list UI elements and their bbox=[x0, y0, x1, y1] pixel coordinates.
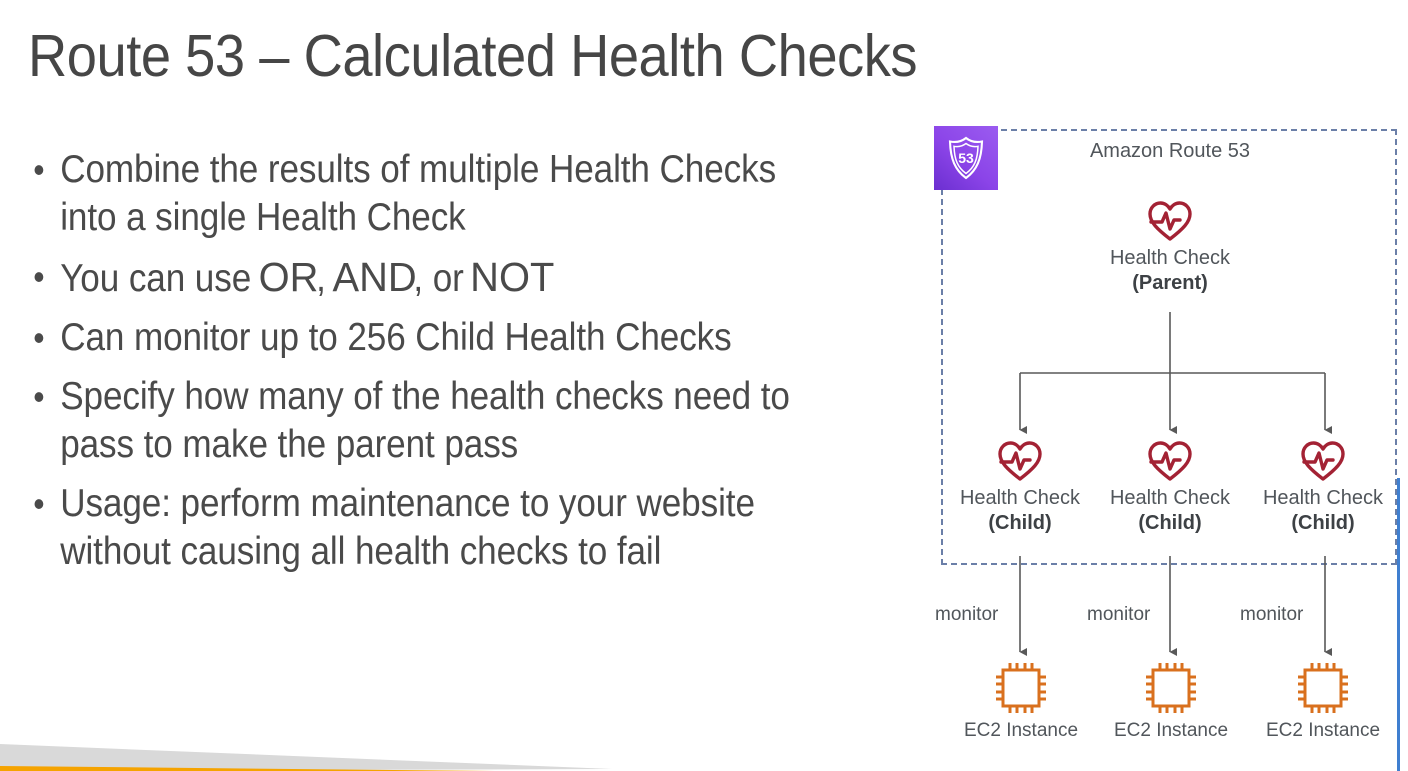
text-run: Can monitor up to 256 Child Health Check… bbox=[60, 316, 732, 359]
boundary-label: Amazon Route 53 bbox=[1089, 140, 1251, 162]
list-item-text: Usage: perform maintenance to your websi… bbox=[60, 480, 827, 576]
text-run: , or bbox=[413, 257, 474, 300]
list-item-text: Specify how many of the health checks ne… bbox=[60, 373, 827, 469]
bullet-marker: • bbox=[33, 256, 45, 297]
health-check-heart-icon bbox=[1080, 200, 1260, 246]
page-title: Route 53 – Calculated Health Checks bbox=[28, 23, 918, 89]
list-item: • Specify how many of the health checks … bbox=[26, 373, 827, 469]
ec2-instance-label: EC2 Instance bbox=[1265, 720, 1381, 741]
right-edge-accent-line bbox=[1397, 478, 1400, 771]
health-check-label-role: (Parent) bbox=[1132, 272, 1208, 294]
text-run: You can use bbox=[60, 257, 261, 300]
monitor-label-2: monitor bbox=[1087, 604, 1151, 625]
list-item: • Combine the results of multiple Health… bbox=[26, 146, 827, 242]
text-run: Usage: perform maintenance to your websi… bbox=[60, 482, 755, 573]
bullet-marker: • bbox=[33, 483, 45, 524]
text-run: Specify how many of the health checks ne… bbox=[60, 375, 790, 466]
ec2-instance-2: EC2 Instance bbox=[1086, 658, 1256, 742]
health-check-heart-icon bbox=[1233, 440, 1408, 486]
health-check-heart-icon bbox=[1080, 440, 1260, 486]
bullet-list: • Combine the results of multiple Health… bbox=[26, 146, 916, 587]
health-check-child-2: Health Check (Child) bbox=[1080, 440, 1260, 536]
bottom-decoration bbox=[0, 744, 612, 771]
emphasis-keyword: OR bbox=[258, 254, 319, 300]
ec2-instance-label: EC2 Instance bbox=[1113, 720, 1229, 741]
health-check-label-role: (Child) bbox=[988, 512, 1052, 534]
list-item-text: Can monitor up to 256 Child Health Check… bbox=[60, 314, 827, 362]
orange-wedge bbox=[0, 766, 495, 771]
health-check-label-primary: Health Check bbox=[1262, 487, 1384, 509]
ec2-instance-chip-icon bbox=[936, 658, 1106, 720]
text-run: Combine the results of multiple Health C… bbox=[60, 148, 777, 239]
health-check-label-primary: Health Check bbox=[959, 487, 1081, 509]
emphasis-keyword: NOT bbox=[470, 254, 555, 300]
ec2-instance-chip-icon bbox=[1086, 658, 1256, 720]
monitor-label-1: monitor bbox=[935, 604, 999, 625]
bullet-marker: • bbox=[33, 376, 45, 417]
route-53-shield-icon: 53 bbox=[934, 126, 998, 190]
ec2-instance-1: EC2 Instance bbox=[936, 658, 1106, 742]
emphasis-keyword: AND bbox=[332, 254, 417, 300]
list-item-text: Combine the results of multiple Health C… bbox=[60, 146, 827, 242]
health-check-child-1: Health Check (Child) bbox=[930, 440, 1110, 536]
amazon-route53-boundary bbox=[941, 129, 1397, 565]
health-check-label-role: (Child) bbox=[1291, 512, 1355, 534]
health-check-parent: Health Check (Parent) bbox=[1080, 200, 1260, 296]
health-check-label-primary: Health Check bbox=[1109, 247, 1231, 269]
health-check-label-role: (Child) bbox=[1138, 512, 1202, 534]
list-item: • You can use OR, AND, or NOT bbox=[26, 253, 827, 303]
bullet-marker: • bbox=[33, 317, 45, 358]
list-item: • Can monitor up to 256 Child Health Che… bbox=[26, 314, 827, 362]
bullet-marker: • bbox=[33, 149, 45, 190]
svg-text:53: 53 bbox=[958, 150, 974, 166]
list-item-text: You can use OR, AND, or NOT bbox=[60, 253, 827, 303]
gray-wedge bbox=[0, 744, 612, 771]
list-item: • Usage: perform maintenance to your web… bbox=[26, 480, 827, 576]
health-check-label-primary: Health Check bbox=[1109, 487, 1231, 509]
ec2-instance-label: EC2 Instance bbox=[963, 720, 1079, 741]
text-run: , bbox=[316, 257, 336, 300]
health-check-child-3: Health Check (Child) bbox=[1233, 440, 1408, 536]
monitor-label-3: monitor bbox=[1240, 604, 1304, 625]
ec2-instance-3: EC2 Instance bbox=[1238, 658, 1408, 742]
ec2-instance-chip-icon bbox=[1238, 658, 1408, 720]
health-check-heart-icon bbox=[930, 440, 1110, 486]
